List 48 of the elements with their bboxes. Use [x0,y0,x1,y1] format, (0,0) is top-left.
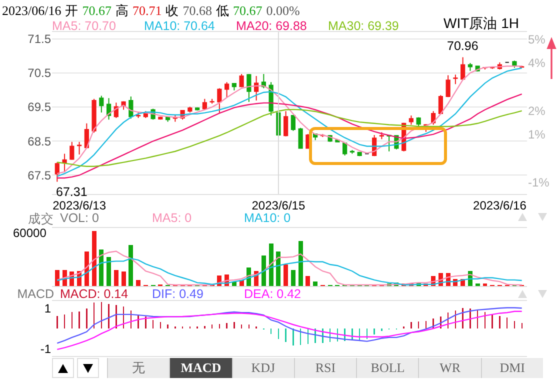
text: 70.67 [232,3,262,18]
text: 低 [216,3,229,18]
x-tick-label: 2023/6/13 [52,198,106,212]
text: 2023/06/16 [2,3,62,18]
text: BOLL [356,358,418,378]
text: MA5: 0 [152,211,192,225]
annotation: 67.31 [56,185,88,199]
text: 成交 [28,211,54,228]
text: MA20: 69.88 [236,19,307,33]
y2-tick-label: 5% [528,32,546,46]
series-label: DEA: 0.42 [244,287,301,301]
y-tick-label: 70.5 [28,66,52,80]
text: MACD [169,358,232,378]
text: 70.68 [182,3,212,18]
text: 收 [166,3,179,18]
text: MA5: 70.70 [52,19,116,33]
text: RSI [294,358,356,378]
text: MA30: 69.39 [328,19,399,33]
text: 高 [115,3,128,18]
annotation: MACD [17,287,54,301]
text: WR [418,358,481,378]
text: MA10: 70.64 [144,19,215,33]
chart-title: WIT原油 1H [444,15,519,33]
text: MA10: 0 [244,211,291,225]
text: 0.00% [266,3,300,18]
series-label: DIF: 0.49 [152,287,204,301]
x-tick-label: 2023/6/15 [252,198,306,212]
y-tick-label: 71.5 [28,32,52,46]
series-label: MACD: 0.14 [60,287,128,301]
text: KDJ [232,358,294,378]
y-tick-label: 69.5 [28,100,52,114]
y-tick-label: 1 [44,301,52,316]
annotation: 70.96 [447,39,478,53]
y-tick-label: -1 [40,342,52,356]
text: DMI [480,358,543,378]
y-tick-label: 67.5 [28,168,52,182]
y2-tick-label: 1% [528,128,546,142]
text: 无 [107,358,170,378]
y2-tick-label: 4% [528,56,546,70]
y2-tick-label: 2% [528,104,546,118]
text: 70.67 [82,3,112,18]
y2-tick-label: -1% [528,175,550,190]
x-tick-label: 2023/6/16 [473,198,527,212]
y-tick-label: 68.5 [28,134,52,148]
text: 开 [65,3,78,18]
text: 60000 [13,226,47,240]
text: 70.71 [132,3,162,18]
text: VOL: 0 [60,211,99,225]
